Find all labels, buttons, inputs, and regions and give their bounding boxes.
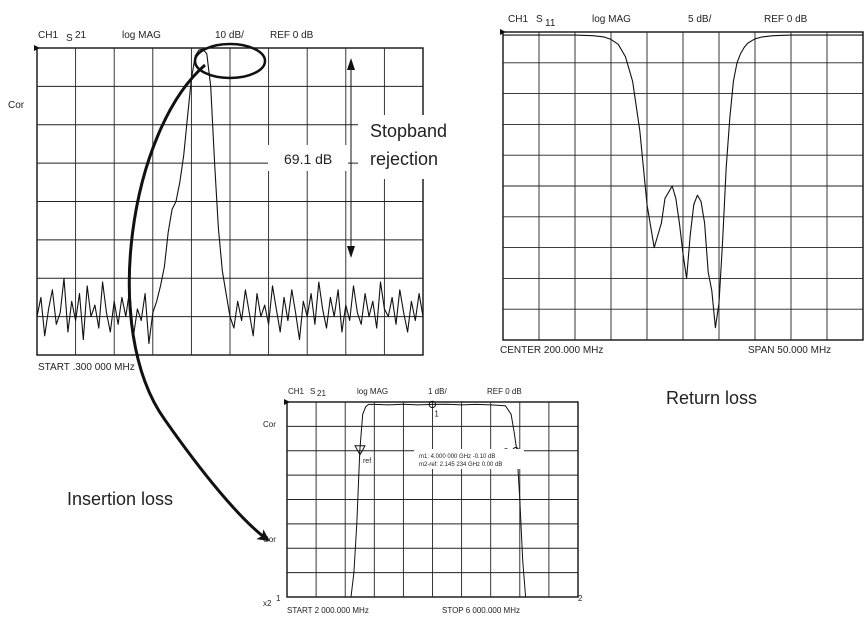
insertion-loss-cor-label-top: Cor — [263, 420, 276, 429]
insertion-loss-edge-right: 2 — [578, 594, 583, 603]
passband-highlight-ellipse — [193, 42, 267, 80]
insertion-loss-scale: 1 dB/ — [428, 387, 447, 396]
insertion-loss-caption: Insertion loss — [67, 489, 173, 509]
insertion_loss-ref-pointer — [284, 399, 290, 405]
rejection-arrow-top — [347, 58, 355, 70]
insertion-loss-header: CH1 S 21 log MAG 1 dB/ REF 0 dB — [288, 387, 522, 398]
return_loss-trace-series-0 — [503, 34, 863, 329]
stopband-ref: REF 0 dB — [270, 30, 314, 41]
insertion-loss-param: S — [310, 387, 315, 396]
return-loss-format: log MAG — [592, 14, 631, 25]
stopband-ref-pointer — [34, 45, 40, 51]
marker-readout-line1: m1: 4.000 000 GHz -0.10 dB — [419, 454, 495, 460]
return-loss-scale: 5 dB/ — [688, 14, 712, 25]
return-loss-grid — [500, 29, 864, 341]
rejection-arrow-bottom — [347, 246, 355, 258]
stopband-channel: CH1 — [38, 30, 58, 41]
stopband-format: log MAG — [122, 30, 161, 41]
return-loss-param: S — [536, 14, 543, 25]
marker-1-label: 1 — [434, 409, 439, 418]
return-loss-center-label: CENTER 200.000 MHz — [500, 345, 603, 356]
insertion-loss-start-label: START 2 000.000 MHz — [287, 606, 369, 615]
stopband-param-sub: 21 — [75, 30, 87, 41]
marker-1-circle — [428, 400, 437, 409]
return-loss-trace-layer — [503, 34, 863, 329]
rejection-value-box — [268, 145, 348, 171]
return-loss-channel: CH1 — [508, 14, 528, 25]
stopband-scale: 10 dB/ — [215, 30, 244, 41]
insertion-loss-channel: CH1 — [288, 387, 305, 396]
insertion-loss-trace-layer — [287, 403, 578, 598]
stopband-cor-label: Cor — [8, 100, 25, 111]
return-loss-span-label: SPAN 50.000 MHz — [748, 345, 831, 356]
marker-readout-box — [414, 449, 524, 469]
insertion-loss-x2-label: x2 — [263, 599, 272, 608]
connector-arrow — [127, 63, 270, 542]
return-loss-panel: CH1 S 11 log MAG 5 dB/ REF 0 dB CENTER 2… — [500, 14, 864, 408]
insertion-loss-grid — [284, 399, 579, 598]
stopband-trace-series-0 — [36, 48, 424, 345]
insertion_loss-trace-series-0 — [287, 403, 578, 598]
return-loss-header: CH1 S 11 log MAG 5 dB/ REF 0 dB — [508, 14, 808, 29]
rejection-callout-box — [358, 115, 450, 179]
marker-ref-label: ref — [363, 458, 371, 465]
rejection-value-label: 69.1 dB — [284, 151, 332, 167]
stopband-grid — [34, 45, 424, 356]
insertion-loss-edge-left: 1 — [276, 594, 281, 603]
stopband-trace-layer — [36, 48, 424, 345]
stopband-param: S — [66, 33, 73, 44]
return-loss-caption: Return loss — [666, 388, 757, 408]
marker-readout-line2: m2-ref: 2.145 234 GHz 0.00 dB — [419, 462, 502, 468]
insertion-loss-ref: REF 0 dB — [487, 387, 522, 396]
return_loss-ref-pointer — [500, 29, 506, 35]
return-loss-param-sub: 11 — [545, 18, 556, 29]
stopband-start-label: START .300 000 MHz — [38, 362, 135, 373]
return-loss-ref: REF 0 dB — [764, 14, 808, 25]
insertion-loss-stop-label: STOP 6 000.000 MHz — [442, 606, 520, 615]
insertion-loss-param-sub: 21 — [317, 389, 326, 398]
rejection-callout-line2: rejection — [370, 149, 438, 169]
insertion-loss-format: log MAG — [357, 387, 388, 396]
marker-ref-triangle — [354, 445, 366, 456]
stopband-header: CH1 S 21 log MAG 10 dB/ REF 0 dB — [38, 30, 314, 44]
stopband-rejection-annotation: 69.1 dB Stopband rejection — [268, 58, 450, 258]
stopband-panel: CH1 S 21 log MAG 10 dB/ REF 0 dB Cor STA… — [8, 30, 450, 373]
rejection-callout-line1: Stopband — [370, 121, 447, 141]
insertion-loss-panel: CH1 S 21 log MAG 1 dB/ REF 0 dB Cor Cor … — [67, 387, 583, 615]
